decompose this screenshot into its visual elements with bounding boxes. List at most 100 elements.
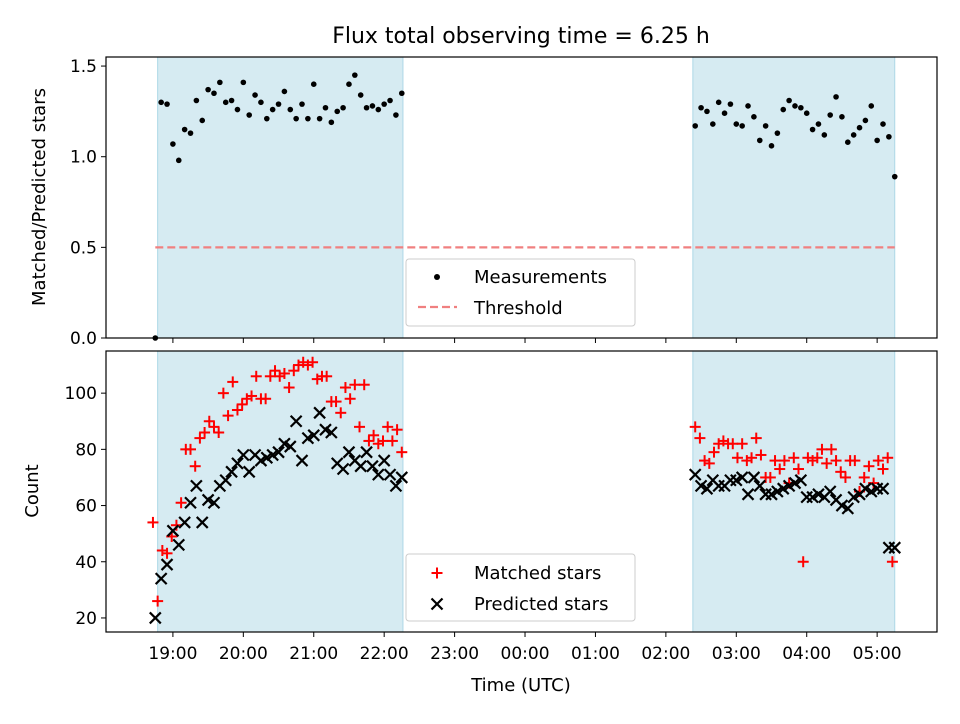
- x-stroke-b: [829, 493, 843, 507]
- measurement-point: [352, 72, 358, 78]
- measurement-point: [698, 104, 704, 111]
- predicted-star-point: [272, 445, 285, 459]
- measurement-point: [316, 115, 323, 122]
- measurement-point: [246, 112, 252, 118]
- measurement-point: [193, 97, 200, 104]
- predicted-star-point: [342, 445, 356, 459]
- x-stroke-b: [888, 541, 902, 554]
- matched-star-point: [736, 438, 748, 450]
- matched-star-point: [769, 455, 781, 467]
- x-stroke-b: [700, 482, 714, 495]
- matched-star-point: [774, 463, 786, 475]
- x-stroke-b: [859, 482, 872, 495]
- matched-star-point: [778, 455, 790, 467]
- measurement-point: [346, 81, 352, 87]
- predicted-star-point: [823, 485, 837, 498]
- measurement-point: [850, 132, 857, 138]
- top-axes-frame: [105, 56, 938, 339]
- measurement-point: [739, 123, 745, 129]
- measurement-point: [727, 101, 734, 107]
- x-stroke-b: [735, 471, 749, 484]
- matched-star-point: [746, 452, 758, 464]
- measurement-point: [792, 103, 798, 109]
- x-stroke-b: [377, 454, 391, 467]
- predicted-star-point: [231, 457, 244, 470]
- predicted-star-point: [700, 482, 714, 495]
- measurement-point: [756, 137, 763, 144]
- measurement-point: [217, 79, 223, 86]
- matched-star-point: [764, 471, 776, 483]
- measurement-point: [181, 126, 188, 133]
- top-legend: Measurements Threshold: [405, 258, 636, 327]
- predicted-star-point: [225, 465, 238, 479]
- top-y-tick-label: 0.0: [70, 329, 97, 349]
- predicted-star-point: [888, 541, 902, 554]
- measurement-point: [287, 106, 294, 113]
- x-tick-label: 01:00: [571, 644, 620, 664]
- matched-star-point: [788, 452, 800, 464]
- measurement-point: [803, 110, 810, 116]
- predicted-star-point: [149, 611, 162, 625]
- matched-star-point: [213, 426, 225, 438]
- x-stroke-b: [823, 485, 837, 498]
- x-stroke-b: [272, 445, 285, 459]
- measurement-point: [228, 97, 235, 104]
- matched-star-point: [830, 455, 842, 467]
- x-tick-label: 21:00: [289, 644, 338, 664]
- matched-star-point: [349, 379, 361, 391]
- legend-predicted-stars-label: Predicted stars: [474, 594, 608, 615]
- x-stroke-b: [166, 524, 180, 538]
- top-panel: 0.0 0.5 1.0 1.5 Matched/Predicted stars Mea…: [29, 56, 938, 349]
- x-stroke-b: [195, 516, 209, 529]
- x-tick-label: 19:00: [148, 644, 197, 664]
- x-stroke-b: [741, 488, 755, 501]
- measurement-point: [363, 104, 370, 111]
- predicted-star-point: [360, 445, 373, 459]
- matched-star-point: [269, 365, 281, 377]
- matched-star-point: [708, 446, 720, 458]
- measurement-point: [175, 157, 182, 164]
- measurement-point: [340, 104, 346, 111]
- matched-star-point: [863, 460, 875, 472]
- matched-star-point: [288, 365, 300, 377]
- matched-star-point: [396, 446, 408, 458]
- x-stroke-b: [835, 499, 849, 512]
- x-stroke-b: [295, 454, 309, 467]
- measurement-point: [839, 114, 845, 120]
- x-tick-label: 02:00: [641, 644, 690, 664]
- x-stroke-b: [219, 473, 232, 487]
- x-tick-label: 03:00: [712, 644, 761, 664]
- matched-star-point: [731, 452, 743, 464]
- top-legend-box: [405, 258, 636, 327]
- matched-star-point: [227, 376, 239, 388]
- matched-star-point: [330, 396, 342, 408]
- predicted-star-point: [295, 454, 309, 467]
- predicted-star-point: [354, 459, 367, 473]
- x-stroke-b: [389, 479, 403, 493]
- matched-star-point: [203, 415, 215, 427]
- x-stroke-b: [307, 429, 321, 442]
- x-stroke-b: [366, 459, 379, 473]
- top-y-tick-label: 0.5: [70, 238, 97, 258]
- matched-star-point: [199, 426, 211, 438]
- matched-star-point: [858, 471, 870, 483]
- predicted-star-point: [753, 479, 767, 493]
- measurement-point: [293, 115, 299, 122]
- matched-star-point: [882, 452, 894, 464]
- x-stroke-b: [184, 496, 197, 510]
- x-stroke-b: [812, 488, 825, 501]
- x-stroke-b: [325, 426, 338, 439]
- predicted-star-point: [178, 516, 191, 529]
- predicted-star-point: [190, 479, 203, 493]
- measurement-point: [252, 92, 258, 98]
- measurement-point: [328, 119, 335, 126]
- x-stroke-b: [342, 445, 356, 459]
- predicted-star-point: [735, 471, 749, 484]
- measurement-point: [269, 106, 276, 113]
- predicted-star-point: [237, 448, 250, 462]
- bottom-legend: Matched stars Predicted stars: [405, 553, 636, 622]
- measurement-point: [211, 90, 217, 97]
- top-y-tick-label: 1.5: [70, 57, 97, 77]
- legend-x-glyph: [430, 597, 444, 611]
- predicted-star-point: [195, 516, 209, 529]
